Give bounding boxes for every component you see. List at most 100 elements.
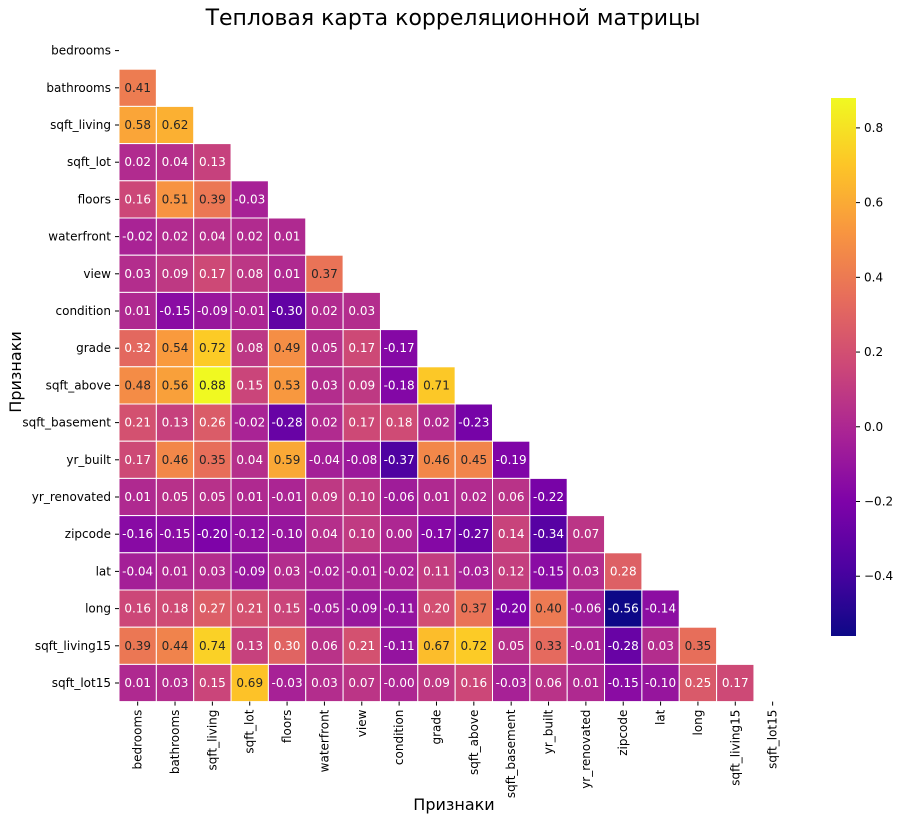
cell-value-label: 0.04	[162, 155, 189, 169]
cell-value-label: 0.15	[236, 378, 263, 392]
cell-value-label: -0.17	[421, 527, 452, 541]
y-tick-label: sqft_living15	[35, 639, 111, 653]
cell-value-label: -0.20	[496, 602, 527, 616]
cell-value-label: 0.15	[199, 676, 226, 690]
heatmap-cell	[305, 626, 344, 665]
y-tick-label: long	[85, 602, 111, 616]
cell-value-label: 0.20	[423, 602, 450, 616]
heatmap-cell	[417, 477, 456, 517]
cell-value-label: 0.14	[498, 527, 525, 541]
heatmap-cell	[305, 254, 344, 293]
heatmap-cell	[118, 440, 157, 479]
cell-value-label: -0.03	[272, 676, 303, 690]
heatmap-cell	[342, 663, 381, 703]
colorbar-tick-label: 0.4	[864, 270, 883, 284]
cell-value-label: 0.16	[460, 676, 487, 690]
heatmap-cell	[641, 663, 680, 703]
heatmap-cell	[155, 403, 195, 442]
cell-value-label: 0.04	[199, 230, 226, 244]
cell-value-label: 0.44	[162, 639, 189, 653]
y-tick-label: zipcode	[65, 527, 111, 541]
heatmap-cell	[379, 403, 419, 442]
heatmap-cell	[230, 477, 269, 517]
y-tick-label: bathrooms	[46, 81, 111, 95]
heatmap-cell	[492, 515, 531, 554]
heatmap-cell	[118, 329, 157, 368]
heatmap-cell	[305, 477, 344, 517]
x-tick-label: view	[355, 709, 369, 737]
cell-value-label: 0.21	[236, 602, 263, 616]
heatmap-cell	[118, 291, 157, 331]
cell-value-label: 0.01	[274, 267, 301, 281]
cell-value-label: 0.69	[236, 676, 263, 690]
cell-value-label: 0.13	[236, 639, 263, 653]
cell-value-label: 0.41	[124, 81, 151, 95]
x-tick-label: bathrooms	[168, 710, 182, 775]
heatmap-cell	[193, 477, 232, 517]
cell-value-label: 0.74	[199, 639, 226, 653]
cell-value-label: 0.88	[199, 378, 226, 392]
x-tick-label: yr_renovated	[579, 710, 593, 789]
x-tick-label: long	[691, 710, 705, 736]
x-tick-label: sqft_lot	[243, 709, 257, 753]
cell-value-label: 0.09	[311, 490, 338, 504]
heatmap-cell	[417, 663, 456, 703]
heatmap-cell	[230, 552, 269, 591]
heatmap-cell	[342, 477, 381, 517]
x-tick-label: floors	[280, 710, 294, 743]
cell-value-label: 0.02	[124, 155, 151, 169]
heatmap-cell	[417, 366, 456, 405]
heatmap-cell	[305, 291, 344, 331]
y-tick-label: yr_built	[66, 453, 111, 467]
cell-value-label: 0.01	[124, 490, 151, 504]
colorbar-tick-label: 0.6	[864, 196, 883, 210]
cell-value-label: -0.18	[384, 378, 415, 392]
cell-value-label: 0.03	[573, 564, 600, 578]
heatmap-cell	[342, 626, 381, 665]
heatmap-cell	[604, 552, 643, 591]
cell-value-label: 0.46	[162, 453, 189, 467]
heatmap-cell	[379, 329, 419, 368]
heatmap-cell	[118, 105, 157, 145]
cell-value-label: -0.14	[645, 602, 676, 616]
cell-value-label: -0.15	[533, 564, 564, 578]
heatmap-cell	[230, 626, 269, 665]
colorbar: −0.4 −0.2 0.0 0.2 0.4 0.6 0.8	[831, 98, 893, 636]
cell-value-label: 0.05	[199, 490, 226, 504]
y-tick-label: sqft_above	[46, 378, 111, 392]
cell-value-label: 0.09	[348, 378, 375, 392]
cell-value-label: 0.05	[498, 639, 525, 653]
cell-value-label: -0.09	[346, 602, 377, 616]
cell-value-label: -0.00	[384, 676, 415, 690]
cell-value-label: 0.17	[199, 267, 226, 281]
heatmap-cell	[529, 626, 568, 665]
heatmap-cell	[155, 626, 195, 665]
heatmap-cell	[417, 403, 456, 442]
cell-value-label: 0.40	[535, 602, 562, 616]
y-tick-label: condition	[56, 304, 111, 318]
cell-value-label: -0.15	[159, 304, 190, 318]
heatmap-cell	[155, 589, 195, 628]
x-tick-label: grade	[429, 710, 443, 745]
cell-value-label: -0.28	[608, 639, 639, 653]
cell-value-label: 0.03	[162, 676, 189, 690]
cell-value-label: 0.39	[199, 192, 226, 206]
cell-value-label: -0.12	[234, 527, 265, 541]
cell-value-label: 0.46	[423, 453, 450, 467]
cell-value-label: 0.49	[274, 341, 301, 355]
cell-value-label: 0.26	[199, 416, 226, 430]
y-tick-label: lat	[96, 564, 112, 578]
cell-value-label: 0.02	[460, 490, 487, 504]
heatmap-cell	[305, 366, 344, 405]
cell-value-label: 0.72	[199, 341, 226, 355]
cell-value-label: -0.01	[570, 639, 601, 653]
cell-value-label: 0.17	[124, 453, 151, 467]
heatmap-cell	[454, 477, 493, 517]
heatmap-cell	[529, 477, 568, 517]
cell-value-label: -0.56	[608, 602, 639, 616]
cell-value-label: 0.03	[124, 267, 151, 281]
cell-value-label: 0.33	[535, 639, 562, 653]
cell-value-label: -0.20	[197, 527, 228, 541]
heatmap-cell	[305, 552, 344, 591]
cell-value-label: 0.37	[311, 267, 338, 281]
